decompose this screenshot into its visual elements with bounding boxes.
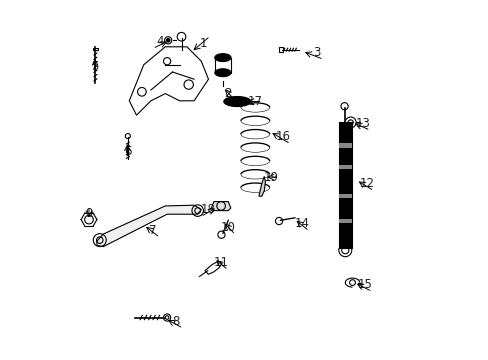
Text: 9: 9 <box>85 207 93 220</box>
Ellipse shape <box>214 69 230 77</box>
Text: 11: 11 <box>213 256 228 269</box>
Circle shape <box>166 39 170 42</box>
Text: 3: 3 <box>312 46 320 59</box>
Polygon shape <box>97 205 201 247</box>
Text: 15: 15 <box>357 278 372 291</box>
Polygon shape <box>258 176 265 196</box>
Bar <box>338 194 351 198</box>
Text: 6: 6 <box>123 145 131 158</box>
Polygon shape <box>211 202 230 211</box>
Bar <box>338 165 351 169</box>
Text: 10: 10 <box>221 221 235 234</box>
Text: 7: 7 <box>149 224 156 237</box>
Bar <box>338 122 351 248</box>
Bar <box>338 219 351 223</box>
Bar <box>338 143 351 148</box>
Bar <box>93 48 98 50</box>
Text: 18: 18 <box>200 203 215 216</box>
Text: 5: 5 <box>91 60 99 73</box>
Text: 8: 8 <box>172 315 180 328</box>
Text: 17: 17 <box>247 95 262 108</box>
Text: 13: 13 <box>355 117 370 130</box>
Text: 16: 16 <box>275 130 290 143</box>
Text: 14: 14 <box>294 217 309 230</box>
Text: 2: 2 <box>224 87 232 100</box>
Ellipse shape <box>214 54 230 62</box>
Text: 19: 19 <box>264 171 279 184</box>
Text: 1: 1 <box>199 37 206 50</box>
Bar <box>278 47 283 52</box>
Text: 4: 4 <box>156 35 163 48</box>
Ellipse shape <box>224 96 250 107</box>
Text: 12: 12 <box>359 177 374 190</box>
